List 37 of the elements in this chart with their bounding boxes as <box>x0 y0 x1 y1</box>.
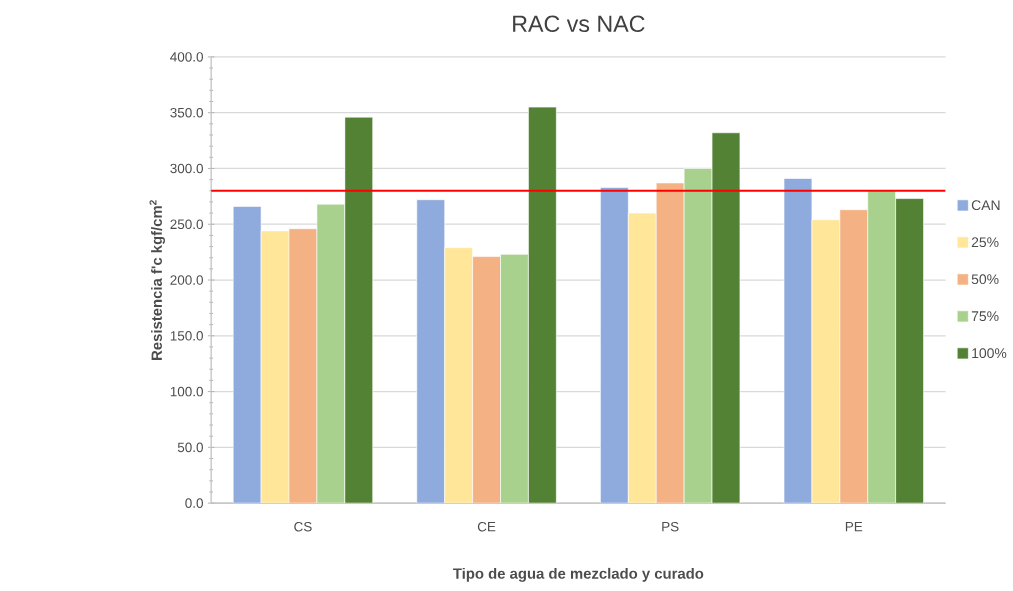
legend-label: 100% <box>972 348 1007 358</box>
y-tick-label: 350.0 <box>170 107 203 118</box>
bar <box>344 116 374 504</box>
bar <box>895 198 924 504</box>
bar <box>811 219 841 504</box>
x-tick-label: CS <box>294 521 312 532</box>
legend-label: 25% <box>971 237 999 247</box>
bar <box>711 132 741 504</box>
y-tick-label: 50.0 <box>177 442 203 453</box>
y-tick-label: 250.0 <box>170 219 203 229</box>
legend-label: 75% <box>971 311 999 321</box>
bar <box>655 182 685 504</box>
y-tick-label: 0.0 <box>185 498 203 508</box>
bar <box>444 247 473 504</box>
bar <box>628 212 657 504</box>
x-axis-title: Tipo de agua de mezclado y curado <box>453 567 704 582</box>
y-tick-label: 400.0 <box>170 52 203 62</box>
bar <box>260 230 290 504</box>
y-tick-label: 150.0 <box>170 330 203 341</box>
x-tick-label: PS <box>662 521 679 532</box>
bar <box>683 168 713 504</box>
x-tick-label: CE <box>477 521 496 532</box>
bar <box>500 253 529 504</box>
bar <box>528 106 557 504</box>
y-tick-label: 100.0 <box>170 386 203 397</box>
bar <box>867 190 896 504</box>
bar <box>839 209 869 504</box>
y-tick-label: 300.0 <box>170 163 203 174</box>
y-axis-title: Resistencia f'c kgf/cm$^{2}$ <box>149 200 165 360</box>
bar <box>316 203 346 504</box>
chart-title: RAC vs NAC <box>513 15 645 32</box>
legend-label: 50% <box>971 274 999 284</box>
legend-label: CAN <box>971 200 1000 210</box>
x-tick-label: PE <box>845 521 863 532</box>
y-tick-label: 200.0 <box>170 275 203 285</box>
bar <box>288 228 318 504</box>
bar <box>472 256 501 504</box>
